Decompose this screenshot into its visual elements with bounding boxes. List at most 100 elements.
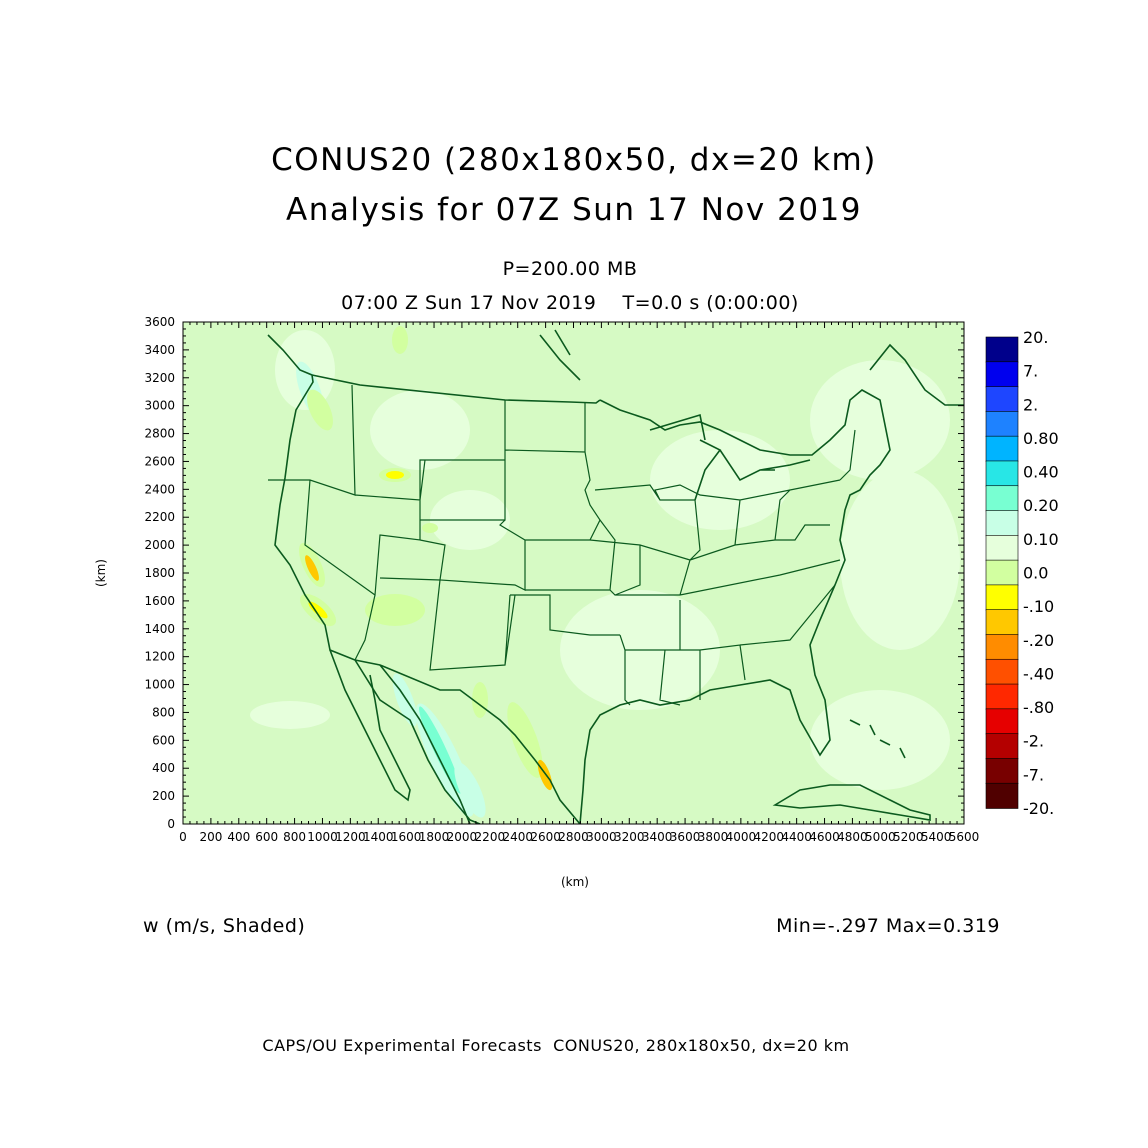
colorbar: 20. 7. 2. 0.80 0.40 0.20 0.10 0.0 -.10 -.20 -.40 -.…: [985, 328, 1059, 818]
colorbar-swatch: [985, 535, 1019, 561]
valid-time-label: 07:00 Z Sun 17 Nov 2019 T=0.0 s (0:00:00…: [341, 292, 799, 314]
y-tick-label: 2000: [144, 538, 175, 552]
canada-east-coast: [869, 343, 964, 406]
colorbar-swatch: [985, 559, 1019, 586]
y-tick-label: 600: [152, 733, 175, 747]
y-tick-label: 1200: [144, 650, 175, 664]
y-tick-label: 3600: [144, 315, 175, 329]
colorbar-label: -7.: [1023, 765, 1044, 784]
y-tick-label: 2600: [144, 454, 175, 468]
colorbar-swatch: [985, 658, 1019, 685]
colorbar-label: -.40: [1023, 664, 1054, 683]
chart-title-line1: CONUS20 (280x180x50, dx=20 km): [271, 142, 877, 178]
x-tick-label: 5400: [921, 830, 952, 844]
geographic-boundaries: [267, 329, 964, 824]
chart-title-line2: Analysis for 07Z Sun 17 Nov 2019: [286, 192, 862, 228]
colorbar-label: -.20: [1023, 631, 1054, 650]
colorbar-label: 7.: [1023, 362, 1038, 381]
colorbar-label: 20.: [1023, 328, 1048, 347]
x-tick-label: 400: [227, 830, 250, 844]
colorbar-label: 0.20: [1023, 496, 1059, 515]
y-tick-label: 1600: [144, 594, 175, 608]
y-axis: 0 200 400 600 800 1000 1200 1400 1600 1800 2000 220…: [144, 315, 964, 831]
cuba-coast: [772, 784, 931, 821]
colorbar-swatch: [985, 336, 1019, 363]
variable-label: w (m/s, Shaded): [143, 915, 306, 937]
x-tick-label: 4000: [726, 830, 757, 844]
colorbar-swatch: [985, 510, 1019, 537]
colorbar-swatch: [985, 609, 1019, 636]
y-tick-label: 800: [152, 705, 175, 719]
y-tick-label: 2400: [144, 482, 175, 496]
state-boundaries: [268, 384, 856, 706]
x-tick-label: 0: [179, 830, 187, 844]
colorbar-swatch: [985, 386, 1019, 413]
y-axis-title: (km): [94, 559, 108, 587]
y-tick-label: 3400: [144, 343, 175, 357]
hudson-bay-coast: [539, 329, 581, 381]
colorbar-label: 0.80: [1023, 429, 1059, 448]
colorbar-label: -2.: [1023, 732, 1044, 751]
x-axis-title: (km): [561, 875, 589, 889]
x-tick-label: 4600: [809, 830, 840, 844]
x-tick-label: 2000: [447, 830, 478, 844]
footer-credit: CAPS/OU Experimental Forecasts CONUS20, …: [262, 1036, 850, 1055]
x-tick-label: 3200: [614, 830, 645, 844]
y-tick-label: 2800: [144, 427, 175, 441]
colorbar-swatch: [985, 733, 1019, 760]
colorbar-swatch: [985, 361, 1019, 388]
colorbar-swatch: [985, 411, 1019, 437]
colorbar-swatch: [985, 485, 1019, 512]
great-lakes: [649, 413, 811, 501]
y-tick-label: 3000: [144, 399, 175, 413]
shaded-field: [250, 326, 960, 818]
x-tick-label: 3000: [586, 830, 617, 844]
x-tick-label: 1400: [363, 830, 394, 844]
colorbar-swatch: [985, 758, 1019, 785]
x-tick-label: 5600: [949, 830, 980, 844]
colorbar-label: 0.0: [1023, 564, 1048, 583]
x-tick-label: 1200: [335, 830, 366, 844]
us-outline: [267, 334, 891, 824]
x-tick-label: 3400: [642, 830, 673, 844]
colorbar-swatch: [985, 460, 1019, 487]
baja-coast: [329, 649, 411, 802]
colorbar-swatch: [985, 634, 1019, 661]
colorbar-label: -20.: [1023, 799, 1054, 818]
colorbar-swatch: [985, 683, 1019, 710]
colorbar-label: 0.10: [1023, 530, 1059, 549]
y-tick-label: 3200: [144, 371, 175, 385]
colorbar-label: 0.40: [1023, 463, 1059, 482]
bahamas: [849, 719, 906, 759]
x-tick-label: 2400: [502, 830, 533, 844]
pressure-level-label: P=200.00 MB: [502, 258, 638, 280]
x-tick-label: 4400: [781, 830, 812, 844]
x-axis: 0 200 400 600 800 100012001400160018002000220…: [179, 322, 979, 844]
x-tick-label: 5000: [865, 830, 896, 844]
x-tick-label: 1000: [307, 830, 338, 844]
colorbar-swatch: [985, 435, 1019, 462]
x-tick-label: 2200: [475, 830, 506, 844]
x-tick-label: 3800: [698, 830, 729, 844]
x-tick-label: 4200: [753, 830, 784, 844]
min-max-label: Min=-.297 Max=0.319: [776, 915, 1000, 937]
x-tick-label: 5200: [893, 830, 924, 844]
x-tick-label: 1800: [419, 830, 450, 844]
y-tick-label: 400: [152, 761, 175, 775]
x-tick-label: 800: [283, 830, 306, 844]
x-tick-label: 1600: [391, 830, 422, 844]
y-tick-label: 1400: [144, 622, 175, 636]
x-tick-label: 200: [199, 830, 222, 844]
colorbar-swatch: [985, 584, 1019, 611]
colorbar-swatch: [985, 708, 1019, 735]
x-tick-label: 3600: [670, 830, 701, 844]
y-tick-label: 1800: [144, 566, 175, 580]
colorbar-label: -.10: [1023, 597, 1054, 616]
y-tick-label: 0: [167, 817, 175, 831]
colorbar-label: 2.: [1023, 395, 1038, 414]
y-tick-label: 1000: [144, 678, 175, 692]
x-tick-label: 2600: [530, 830, 561, 844]
x-tick-label: 2800: [558, 830, 589, 844]
y-tick-label: 200: [152, 789, 175, 803]
